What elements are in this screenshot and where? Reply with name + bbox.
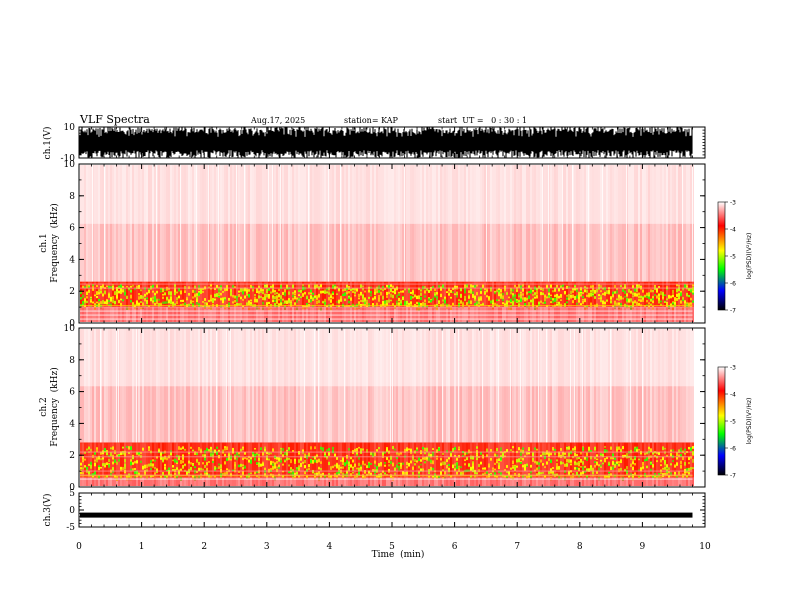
x-tick-label: 2: [201, 542, 207, 552]
ch1-spectrogram-panel: 0 2 4 6 8 10 ch.1 Frequency (kHz): [39, 160, 706, 329]
colorbar-tick-label: -4: [730, 227, 736, 234]
y-tick-label: 10: [64, 123, 76, 133]
start-time-label: start UT = 0 : 30 : 1: [438, 116, 527, 125]
chart-title: VLF Spectra: [79, 113, 150, 126]
ch1-spec-ylabel-channel: ch.1: [39, 233, 49, 252]
ch2-spec-ylabel-channel: ch.2: [39, 397, 49, 416]
colorbar-gradient: [717, 366, 726, 476]
ch3-ylabel: ch.3(V): [42, 494, 53, 527]
x-tick-label: 1: [139, 542, 145, 552]
ch3-waveform-trace: [80, 512, 693, 518]
colorbar-tick-label: -3: [730, 200, 736, 207]
y-tick-label: 8: [69, 356, 75, 366]
y-tick-label: 6: [69, 388, 75, 398]
y-tick-label: 8: [69, 192, 75, 202]
colorbar-label: log(PSD)(V²/Hz): [746, 233, 753, 280]
colorbar-tick-label: -6: [730, 446, 736, 453]
x-tick-label: 10: [699, 542, 711, 552]
date-label: Aug.17, 2025: [250, 116, 305, 125]
ch1-ylabel: ch.1(V): [42, 127, 53, 160]
ch1-waveform-line: [79, 127, 693, 158]
x-tick-label: 9: [640, 542, 646, 552]
colorbar-tick-label: -5: [730, 254, 736, 261]
ch2-spectrogram-panel: 0 2 4 6 8 10 ch.2 Frequency (kHz): [39, 324, 706, 493]
x-tick-label: 5: [389, 542, 395, 552]
ch2-spec-ylabel-frequency: Frequency (kHz): [49, 367, 60, 446]
colorbar-tick-label: -7: [730, 473, 736, 480]
colorbar-tick-label: -3: [730, 365, 736, 372]
y-tick-label: 5: [69, 489, 75, 499]
y-tick-label: 0: [69, 506, 75, 516]
ch2-spectrogram-image: [80, 329, 694, 486]
x-tick-label: 7: [514, 542, 520, 552]
colorbar-label: log(PSD)(V²/Hz): [746, 398, 753, 445]
y-tick-label: 4: [69, 255, 75, 265]
colorbar-tick-label: -4: [730, 392, 736, 399]
x-tick-label: 8: [577, 542, 583, 552]
colorbar-gradient: [717, 201, 726, 311]
x-tick-label: 4: [327, 542, 333, 552]
y-tick-label: 10: [64, 160, 76, 170]
y-tick-label: 2: [69, 451, 75, 461]
colorbar-tick-label: -7: [730, 308, 736, 315]
y-tick-label: 10: [64, 324, 76, 334]
y-tick-label: -5: [66, 523, 75, 533]
x-tick-label: 6: [452, 542, 458, 552]
y-tick-label: 4: [69, 419, 75, 429]
ch3-waveform-line: [80, 512, 693, 518]
x-axis-label: Time (min): [372, 549, 425, 560]
ch1-colorbar: -3 -4 -5 -6 -7 log(PSD)(V²/Hz): [717, 200, 753, 315]
ch1-spec-ylabel-frequency: Frequency (kHz): [49, 203, 60, 282]
y-tick-label: 6: [69, 224, 75, 234]
colorbar-tick-label: -6: [730, 281, 736, 288]
y-tick-label: 2: [69, 287, 75, 297]
colorbar-tick-label: -5: [730, 419, 736, 426]
y-tick-label: 0: [69, 483, 75, 493]
y-tick-label: 0: [69, 319, 75, 329]
ch1-spectrogram-image: [80, 165, 694, 322]
ch1-waveform-trace: [79, 127, 693, 158]
y-tick-label: -10: [61, 154, 76, 164]
x-tick-label: 3: [264, 542, 270, 552]
ch1-waveform-panel: 10 -10 ch.1(V): [42, 123, 706, 164]
x-tick-label: 0: [76, 542, 82, 552]
station-label: station= KAP: [344, 116, 399, 125]
ch2-colorbar: -3 -4 -5 -6 -7 log(PSD)(V²/Hz): [717, 365, 753, 480]
